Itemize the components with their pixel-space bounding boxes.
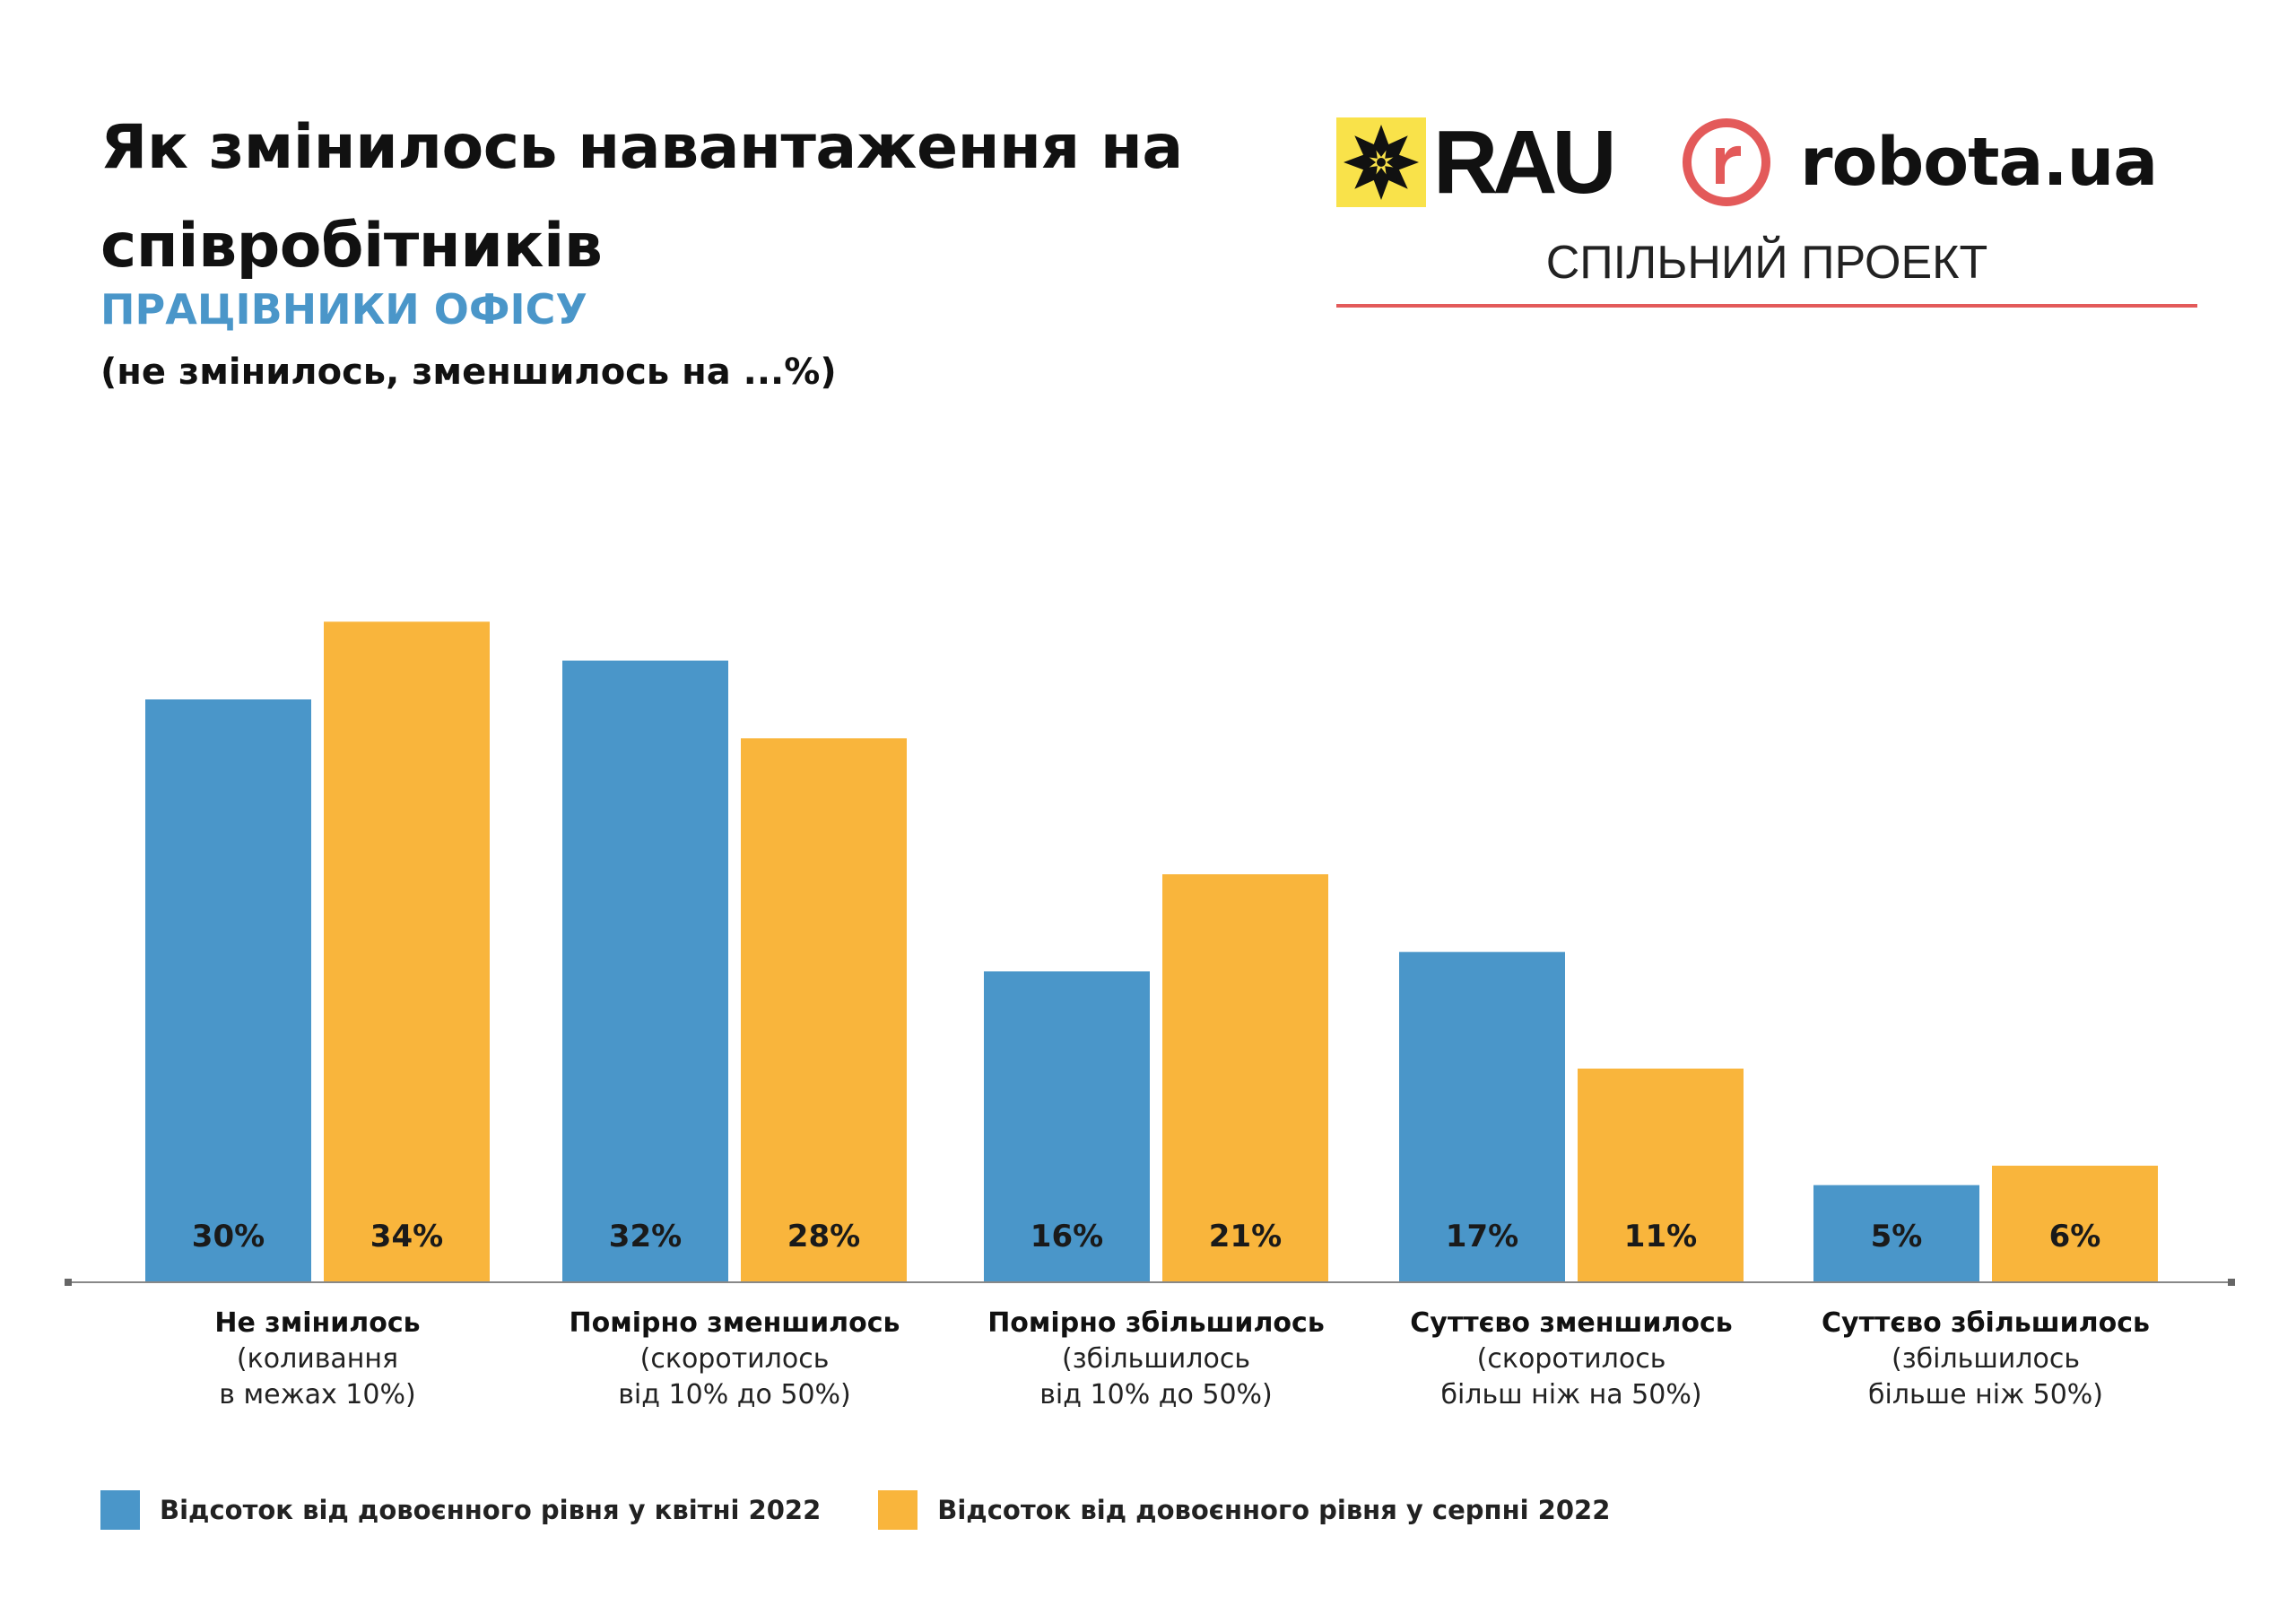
bar-april-3 <box>1399 951 1565 1282</box>
bar-august-0 <box>324 621 490 1282</box>
data-label-august-0: 34% <box>370 1219 443 1254</box>
category-sub-0-0: (коливання <box>237 1343 398 1375</box>
legend-label-april: Відсоток від довоєнного рівня у квітні 2… <box>160 1495 822 1525</box>
chart-note: (не змінилось, зменшилось на ...%) <box>100 352 837 393</box>
chart-title: Як змінилось навантаження на співробітни… <box>100 112 1183 282</box>
legend-swatch-april <box>100 1490 140 1530</box>
robota-logo-text: robota.ua <box>1800 124 2158 201</box>
data-label-april-4: 5% <box>1871 1219 1923 1254</box>
category-title-3: Суттєво зменшилось <box>1410 1307 1732 1339</box>
data-label-august-1: 28% <box>787 1219 860 1254</box>
bar-chart: 30% 34% Не змінилось (коливання в межах 10%)… <box>65 621 2235 1410</box>
legend-label-august: Відсоток від довоєнного рівня у серпні 2… <box>937 1495 1611 1525</box>
category-sub-2-1: від 10% до 50%) <box>1039 1379 1273 1410</box>
data-label-april-0: 30% <box>192 1219 265 1254</box>
category-sub-1-0: (скоротилось <box>640 1343 830 1375</box>
legend: Відсоток від довоєнного рівня у квітні 2… <box>100 1490 1667 1530</box>
bar-april-0 <box>145 699 311 1282</box>
category-sub-2-0: (збільшилось <box>1062 1343 1250 1375</box>
x-axis-end-left <box>65 1279 72 1286</box>
category-sub-3-1: більш ніж на 50%) <box>1440 1379 1701 1410</box>
category-sub-3-0: (скоротилось <box>1477 1343 1666 1375</box>
category-sub-1-1: від 10% до 50%) <box>618 1379 851 1410</box>
bar-april-4 <box>1813 1185 1979 1282</box>
data-label-april-2: 16% <box>1031 1219 1103 1254</box>
bar-august-3 <box>1578 1068 1744 1282</box>
legend-item-april: Відсоток від довоєнного рівня у квітні 2… <box>100 1490 821 1530</box>
rau-logo: RAU <box>1336 112 1617 213</box>
data-label-august-4: 6% <box>2049 1219 2101 1254</box>
data-label-august-3: 11% <box>1624 1219 1697 1254</box>
joint-project-label: СПІЛЬНИЙ ПРОЕКТ <box>1545 237 1988 289</box>
data-label-april-3: 17% <box>1446 1219 1518 1254</box>
category-sub-0-1: в межах 10%) <box>219 1379 415 1410</box>
data-label-august-2: 21% <box>1209 1219 1282 1254</box>
chart-subtitle: ПРАЦІВНИКИ ОФІСУ <box>100 285 587 334</box>
data-label-april-1: 32% <box>609 1219 682 1254</box>
legend-swatch-august <box>878 1490 918 1530</box>
bar-august-2 <box>1162 874 1328 1282</box>
logo-block: RAU robota.ua СПІЛЬНИЙ ПРОЕКТ <box>1336 112 2197 318</box>
category-title-0: Не змінилось <box>214 1307 420 1339</box>
category-title-2: Помірно збільшилось <box>987 1307 1325 1339</box>
rau-star-icon <box>1336 117 1426 207</box>
x-axis-end-right <box>2228 1279 2235 1286</box>
bar-august-1 <box>741 738 907 1282</box>
category-sub-4-1: більше ніж 50%) <box>1868 1379 2103 1410</box>
category-title-4: Суттєво збільшилось <box>1822 1307 2150 1339</box>
logo-divider <box>1336 304 2197 308</box>
bar-april-2 <box>984 971 1150 1282</box>
legend-item-august: Відсоток від довоєнного рівня у серпні 2… <box>878 1490 1610 1530</box>
category-sub-4-0: (збільшилось <box>1892 1343 2080 1375</box>
robota-r-icon <box>1683 118 1770 206</box>
robota-logo: robota.ua <box>1682 117 2158 207</box>
rau-logo-text: RAU <box>1433 112 1617 213</box>
category-title-1: Помірно зменшилось <box>569 1307 900 1339</box>
bar-august-4 <box>1992 1166 2158 1282</box>
bar-april-1 <box>562 660 728 1282</box>
